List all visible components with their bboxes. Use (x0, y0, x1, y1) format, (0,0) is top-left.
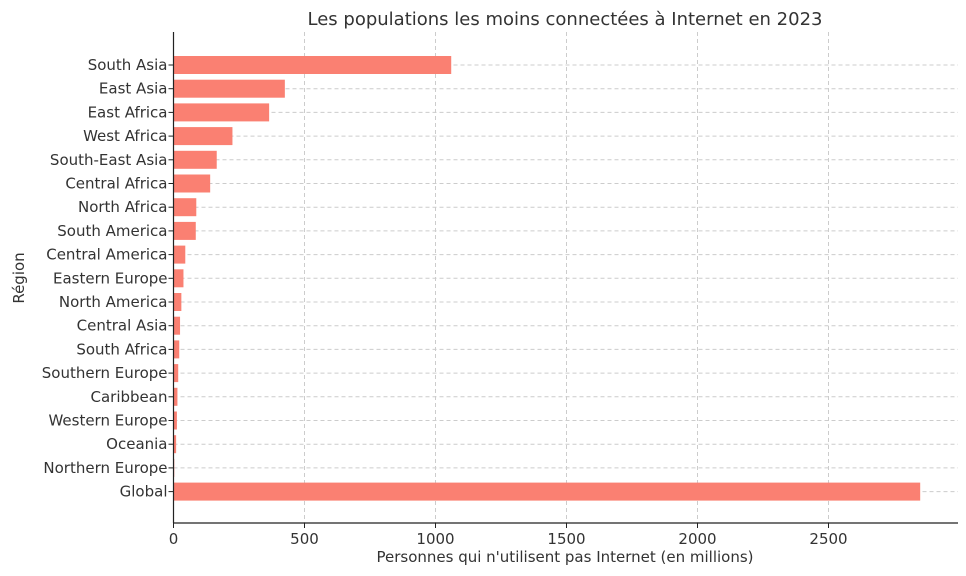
axes (172, 32, 958, 524)
chart-title: Les populations les moins connectées à I… (308, 9, 823, 30)
bar-east-asia (173, 79, 285, 98)
bar-south-america (173, 221, 196, 240)
category-label: South Asia (88, 56, 168, 74)
x-tick-label: 2000 (678, 530, 716, 548)
bar-central-asia (173, 316, 181, 335)
category-label: West Africa (83, 127, 167, 145)
x-tick-label: 2500 (809, 530, 847, 548)
bar-north-africa (173, 198, 197, 217)
bar-central-america (173, 245, 186, 264)
category-label: Eastern Europe (53, 269, 168, 287)
x-tick-label: 1500 (547, 530, 585, 548)
x-tick-label: 500 (290, 530, 319, 548)
category-label: Central Africa (65, 175, 167, 193)
bar-south-asia (173, 56, 452, 74)
category-label: South America (57, 222, 167, 240)
bar-eastern-europe (173, 269, 184, 288)
category-label: South Africa (76, 340, 167, 358)
bar-central-africa (173, 174, 211, 193)
category-label: Oceania (106, 435, 167, 453)
bar-oceania (173, 435, 177, 454)
category-label: Northern Europe (43, 459, 167, 477)
bar-east-africa (173, 103, 270, 122)
bar-western-europe (173, 411, 177, 430)
category-label: East Africa (88, 103, 168, 121)
x-tick-label: 1000 (416, 530, 454, 548)
category-label: South-East Asia (50, 151, 168, 169)
bar-north-america (173, 293, 182, 311)
bar-west-africa (173, 127, 233, 146)
category-label: Central America (46, 246, 167, 264)
category-label: Central Asia (77, 317, 168, 335)
x-ticks: 0 500 1000 1500 2000 2500 (169, 523, 848, 548)
bar-south-east-asia (173, 150, 217, 169)
bar-southern-europe (173, 364, 179, 383)
category-label: North Africa (78, 198, 168, 216)
category-label: Western Europe (48, 412, 167, 430)
y-ticks: South Asia East Asia East Africa West Afric… (42, 56, 174, 501)
category-label: Caribbean (91, 388, 168, 406)
category-label: East Asia (99, 80, 168, 98)
bar-global (173, 482, 921, 501)
grid-lines (173, 32, 958, 523)
category-label: North America (59, 293, 168, 311)
bars (173, 56, 921, 501)
bar-south-africa (173, 340, 180, 359)
bar-caribbean (173, 387, 178, 406)
category-label: Global (120, 483, 168, 501)
x-tick-label: 0 (169, 530, 179, 548)
category-label: Southern Europe (42, 364, 168, 382)
x-axis-label: Personnes qui n'utilisent pas Internet (… (376, 548, 753, 566)
y-axis-label: Région (10, 252, 28, 303)
